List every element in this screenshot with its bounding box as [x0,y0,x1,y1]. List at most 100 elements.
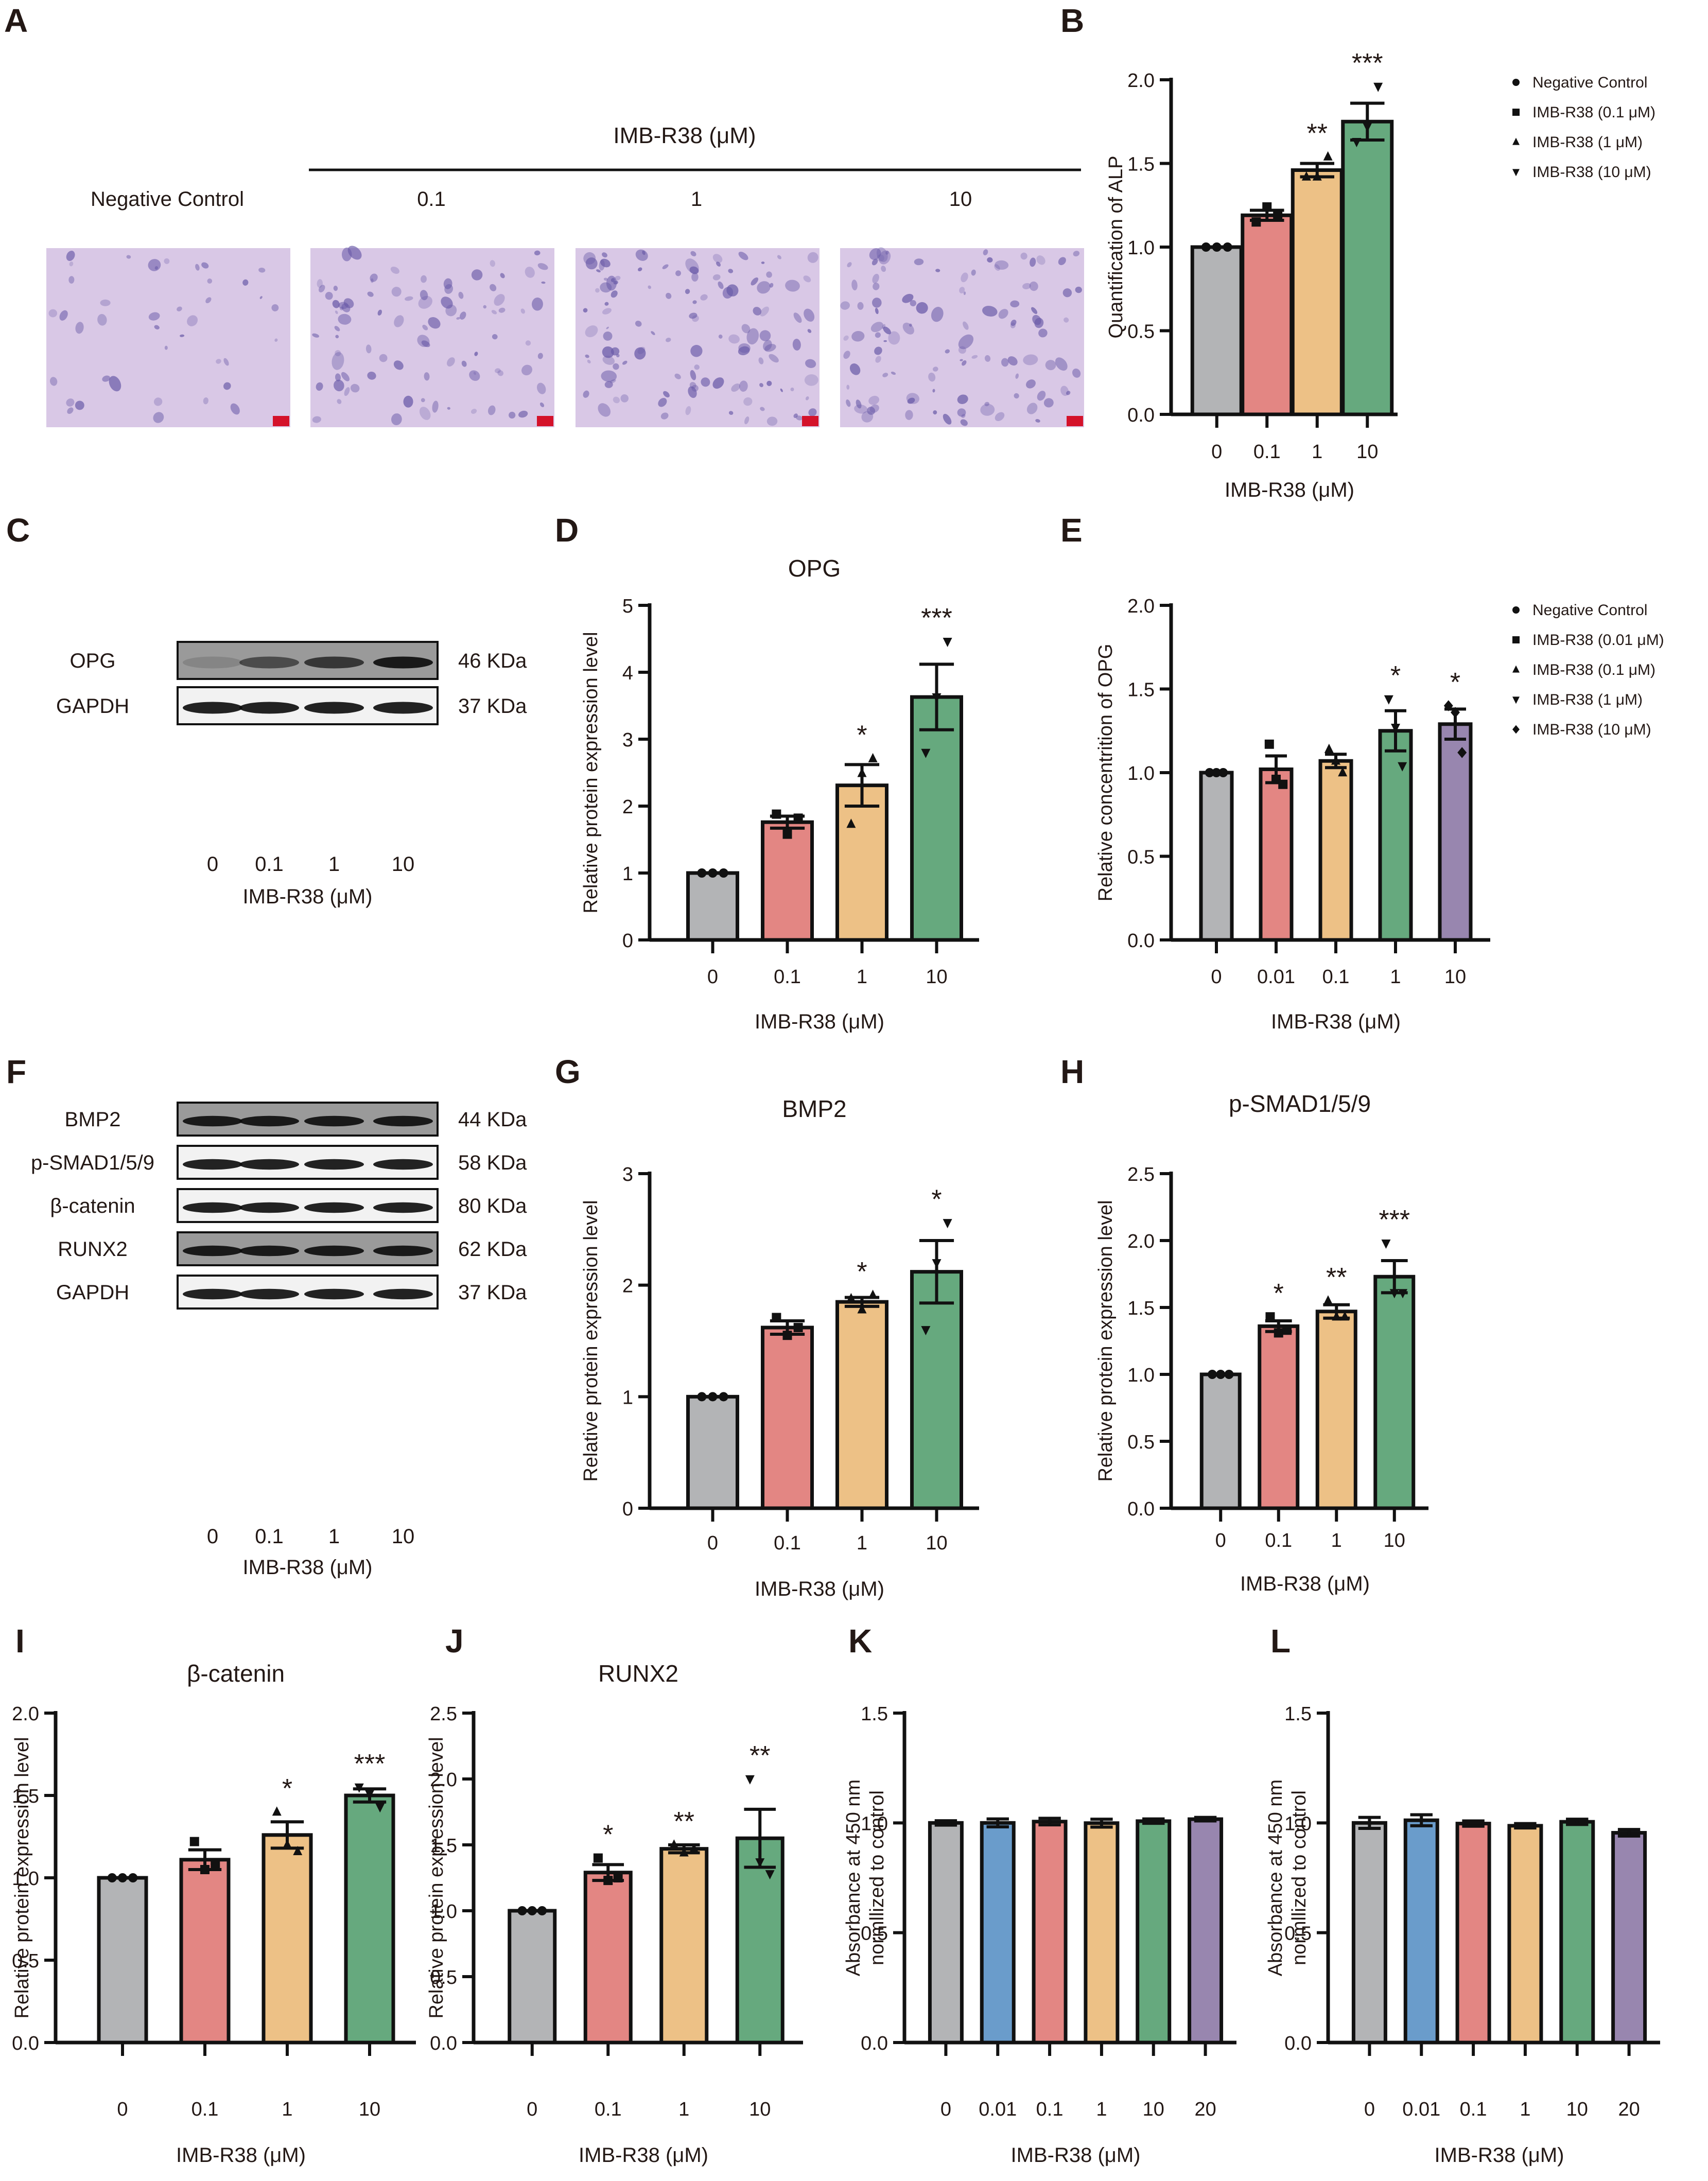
triangle-down-marker-icon [1363,123,1372,132]
bar-group-1: 0.1 [761,809,814,988]
y-tick-label: 5 [622,596,633,617]
chart-panel-k: K 0.0 0.5 1.0 1.5 Absorbance at 450 nm normlli… [843,1622,1236,2167]
bar [1291,168,1344,416]
x-axis-label: IMB-R38 (μM) [1225,479,1354,501]
triangle-down-marker-icon [1381,1240,1391,1249]
circle-marker-icon [1218,768,1228,777]
circle-marker-icon [1201,242,1211,252]
y-tick-label: 4 [622,662,633,684]
panel-letter-f: F [6,1053,26,1090]
bar [1455,1822,1491,2045]
bar-group-0: 0 [928,1819,964,2120]
x-tick-label: 0 [1211,966,1222,988]
significance-label: ** [1326,1263,1347,1293]
square-marker-icon [772,1313,781,1322]
group-label: IMB-R38 (μM) [613,123,756,148]
x-tick-label: 10 [749,2099,771,2120]
bar-group-1: 0.1 * [1258,1279,1300,1551]
bar-group-3: 10 ** [735,1741,785,2120]
bar [1084,1821,1120,2045]
y-axis-label-line2: normllized to control [866,1790,888,1965]
square-marker-icon [1251,217,1261,227]
protein-label: p-SMAD1/5/9 [31,1151,154,1174]
significance-label: ** [1307,119,1328,149]
square-marker-icon [1262,202,1272,212]
square-marker-icon [211,1860,220,1870]
x-tick-label: 0.1 [1253,441,1281,463]
x-tick-label: 10 [926,1532,947,1554]
x-axis-label: IMB-R38 (μM) [1011,2144,1141,2167]
triangle-up-marker-icon [1332,1311,1341,1321]
bar [659,1847,709,2045]
y-tick-label: 0.5 [1284,1923,1312,1945]
chart-panel-i: Iβ-catenin 0.0 0.5 1.0 1.5 2.0 Relative protei… [11,1622,416,2167]
y-tick-label: 0.0 [1127,405,1155,426]
chart-panel-e: E 0.0 0.5 1.0 1.5 2.0 Relative concentrition o… [1060,512,1664,1033]
bar-group-1: 0.1 [1241,202,1294,463]
x-axis-label: IMB-R38 (μM) [176,2144,306,2167]
x-tick-label: 0 [1364,2099,1375,2120]
triangle-up-marker-icon [857,1304,867,1314]
stain-image-0 [46,248,290,427]
triangle-up-marker-icon [1512,665,1520,673]
significance-label: *** [354,1749,386,1779]
y-axis-label: Quantification of ALP [1105,156,1127,339]
lane-label: 0.1 [255,1525,284,1548]
kda-label: 44 KDa [458,1108,527,1131]
circle-marker-icon [128,1873,138,1882]
triangle-down-marker-icon [932,693,942,703]
x-tick-label: 0.1 [191,2099,219,2120]
bar-group-3: 1 [1084,1818,1120,2120]
bar-group-1: 0.1 [179,1837,231,2120]
bar [761,820,814,942]
y-tick-label: 1.0 [1284,1813,1312,1835]
lane-label: 1 [328,1525,340,1548]
bar [583,1871,633,2045]
blot-row-gapdh: GAPDH 37 KDa [56,1275,527,1310]
x-tick-label: 10 [1444,966,1466,988]
triangle-up-marker-icon [669,1839,679,1849]
bar-group-2: 1* [262,1774,313,2120]
triangle-up-marker-icon [689,1843,699,1853]
y-tick-label: 1.0 [12,1868,39,1890]
bar-group-3: 10 * [910,1184,963,1554]
significance-label: * [282,1774,292,1804]
y-tick-label: 0.5 [430,1967,457,1988]
protein-label: β-catenin [50,1195,135,1217]
x-tick-label: 0 [707,966,718,988]
bar-group-0: 0 [1199,768,1234,988]
bar [980,1821,1016,2045]
bar-group-2: 0.1 [1032,1817,1068,2120]
scale-bar-icon [273,416,289,426]
bar-group-3: 1* [1378,661,1413,988]
y-tick-label: 3 [622,729,633,751]
bar [1373,1275,1416,1510]
y-tick-label: 0.0 [12,2033,39,2054]
bar-group-1: 0.01 [1402,1813,1440,2120]
square-marker-icon [613,1873,623,1882]
y-tick-label: 0.5 [1127,321,1155,343]
x-tick-label: 10 [359,2099,380,2120]
chart-title: BMP2 [782,1095,846,1122]
circle-marker-icon [1512,79,1520,86]
bar-group-5: 20 [1611,1828,1647,2120]
kda-label: 80 KDa [458,1195,527,1217]
y-tick-label: 0 [622,1498,633,1520]
bar [262,1833,313,2045]
circle-marker-icon [719,1392,728,1402]
bar [835,783,888,942]
y-tick-label: 2.5 [1127,1164,1155,1185]
triangle-down-marker-icon [365,1790,374,1800]
bar [1507,1824,1543,2045]
y-tick-label: 1.5 [861,1703,888,1725]
stain-image-2 [576,248,820,427]
y-axis-label: Absorbance at 450 nm [843,1779,864,1976]
blot-row-gapdh: GAPDH 37 KDa [56,686,527,725]
square-marker-icon [200,1865,210,1874]
bar [1136,1819,1172,2045]
chart-panel-d: D OPG 0 1 2 3 4 5 Relative protein expression le… [555,512,979,1033]
x-tick-label: 20 [1618,2099,1640,2120]
protein-label: BMP2 [65,1108,121,1131]
bar-group-3: 1 [1507,1822,1543,2120]
square-marker-icon [782,829,792,839]
